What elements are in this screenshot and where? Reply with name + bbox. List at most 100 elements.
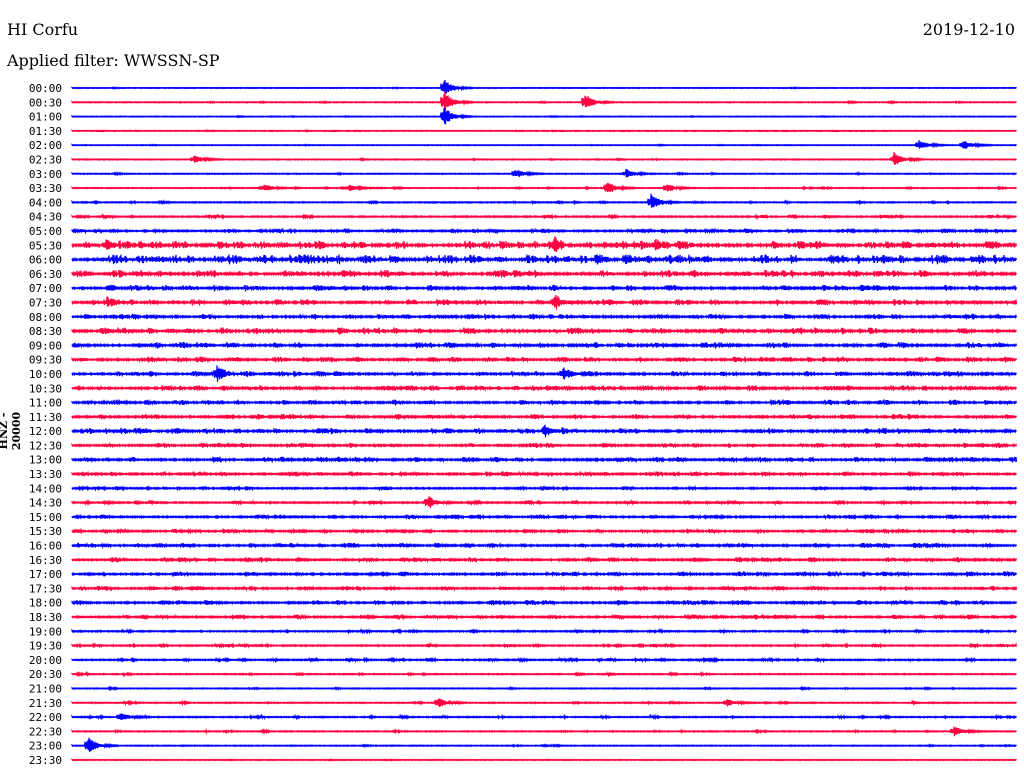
time-tick-label: 19:00 [29,625,62,638]
time-tick-label: 01:30 [29,125,62,138]
seismic-trace-1530 [71,527,1018,535]
time-tick-label: 13:00 [29,454,62,467]
seismic-trace-0130 [71,128,1017,133]
time-tick-label: 01:00 [29,111,62,124]
time-tick-label: 23:30 [29,754,62,767]
seismic-trace-0830 [71,327,1018,335]
seismic-trace-1400 [71,484,1018,492]
time-tick-label: 07:00 [29,282,62,295]
seismic-trace-2000 [71,656,1017,664]
date-label: 2019-12-10 [922,20,1015,39]
time-tick-label: 17:30 [29,582,62,595]
time-tick-label: 09:30 [29,354,62,367]
time-tick-label: 09:00 [29,339,62,352]
time-tick-label: 16:00 [29,540,62,553]
seismic-trace-2130 [71,698,1018,708]
seismic-trace-0230 [71,152,1017,165]
time-tick-label: 16:30 [29,554,62,567]
seismic-trace-0300 [71,168,1017,178]
seismic-trace-0800 [71,313,1018,321]
time-tick-label: 14:00 [29,482,62,495]
seismic-trace-0500 [71,227,1018,235]
seismic-trace-1330 [71,470,1018,478]
seismic-trace-1730 [71,584,1018,592]
seismic-trace-2330 [71,758,1017,762]
seismic-trace-0930 [71,356,1018,364]
seismic-trace-1000 [71,365,1018,382]
seismic-trace-0330 [71,182,1017,193]
seismic-trace-1900 [71,627,1018,635]
seismic-trace-1830 [71,613,1018,621]
seismic-trace-1700 [71,570,1018,578]
station-title: HI Corfu [7,20,79,39]
time-tick-label: 04:00 [29,196,62,209]
time-tick-label: 23:00 [29,740,62,753]
time-tick-label: 07:30 [29,296,62,309]
seismic-trace-1630 [71,556,1018,564]
seismic-trace-0100 [71,108,1017,125]
time-tick-label: 21:00 [29,683,62,696]
time-tick-label: 14:30 [29,497,62,510]
seismic-trace-1430 [71,496,1018,509]
time-tick-label: 05:30 [29,239,62,252]
seismic-trace-0900 [71,341,1018,349]
seismic-trace-0400 [71,193,1018,208]
seismic-trace-2230 [71,726,1017,737]
time-tick-label: 20:30 [29,668,62,681]
time-tick-label: 08:00 [29,311,62,324]
time-tick-label: 13:30 [29,468,62,481]
seismic-trace-1030 [71,384,1018,392]
time-tick-label: 11:00 [29,397,62,410]
time-tick-label: 19:30 [29,640,62,653]
seismic-trace-1930 [71,641,1018,650]
time-tick-label: 10:00 [29,368,62,381]
seismic-trace-2300 [71,737,1017,752]
time-tick-label: 08:30 [29,325,62,338]
time-tick-label: 20:00 [29,654,62,667]
time-tick-label: 02:00 [29,139,62,152]
time-tick-label: 11:30 [29,411,62,424]
seismic-trace-0000 [71,79,1017,94]
seismic-trace-1130 [71,413,1018,421]
seismic-trace-0030 [71,91,1017,111]
seismic-trace-1600 [71,541,1018,550]
time-tick-label: 18:00 [29,597,62,610]
time-tick-label: 00:30 [29,96,62,109]
time-tick-label: 15:30 [29,525,62,538]
time-tick-label: 15:00 [29,511,62,524]
seismic-trace-2100 [71,685,1018,692]
seismic-trace-2200 [71,713,1018,721]
time-tick-label: 06:30 [29,268,62,281]
time-tick-label: 21:30 [29,697,62,710]
seismic-trace-1200 [71,424,1017,438]
time-tick-label: 00:00 [29,82,62,95]
time-tick-label: 03:00 [29,168,62,181]
seismic-trace-1230 [71,441,1018,449]
seismic-trace-0630 [71,269,1018,278]
seismic-trace-1800 [71,599,1018,607]
filter-label: Applied filter: WWSSN-SP [7,51,220,70]
time-tick-label: 12:00 [29,425,62,438]
time-tick-label: 10:30 [29,382,62,395]
time-tick-label: 22:30 [29,725,62,738]
seismic-trace-1100 [71,398,1018,406]
time-tick-label: 22:00 [29,711,62,724]
time-tick-label: 12:30 [29,439,62,452]
time-tick-label: 03:30 [29,182,62,195]
seismic-trace-1300 [71,456,1018,464]
seismic-trace-0430 [71,213,1018,221]
seismic-trace-0600 [71,254,1018,265]
seismic-trace-0200 [71,140,1018,149]
time-tick-label: 18:30 [29,611,62,624]
time-tick-label: 17:00 [29,568,62,581]
time-tick-label: 04:30 [29,211,62,224]
seismic-trace-0530 [71,236,1018,252]
seismic-trace-2030 [71,670,1017,678]
seismic-trace-1500 [71,513,1018,521]
time-tick-label: 02:30 [29,153,62,166]
time-tick-label: 06:00 [29,254,62,267]
seismic-trace-0730 [71,294,1018,310]
time-tick-label: 05:00 [29,225,62,238]
seismic-trace-0700 [71,284,1018,292]
